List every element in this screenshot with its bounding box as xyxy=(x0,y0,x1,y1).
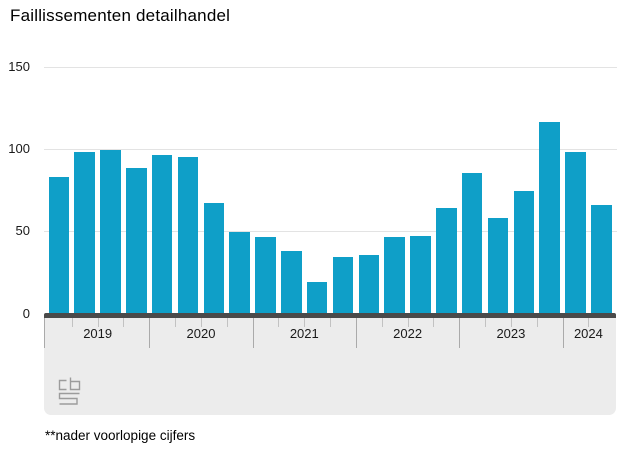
y-tick-label-0: 0 xyxy=(22,305,30,321)
quarter-tick xyxy=(407,318,409,327)
chart-footnote: **nader voorlopige cijfers xyxy=(45,428,196,443)
quarter-tick xyxy=(71,318,73,327)
year-boundary-tick xyxy=(562,318,564,348)
year-boundary-tick xyxy=(355,318,357,348)
gridline-150 xyxy=(43,66,617,68)
quarter-tick xyxy=(97,318,99,327)
bar-2020-q3[interactable] xyxy=(203,202,225,313)
quarter-tick xyxy=(588,318,590,327)
year-label-2022: 2022 xyxy=(393,326,423,341)
year-label-2024: 2024 xyxy=(573,326,603,341)
year-label-2023: 2023 xyxy=(496,326,526,341)
bar-2020-q2[interactable] xyxy=(177,156,199,313)
x-axis-band xyxy=(43,313,616,415)
chart-title: Faillissementen detailhandel xyxy=(10,6,231,25)
bar-2020-q4[interactable] xyxy=(229,232,250,313)
cbs-logo-icon xyxy=(56,377,82,412)
bar-2019-q1[interactable] xyxy=(48,176,70,313)
bar-2023-q3[interactable] xyxy=(513,191,535,313)
quarter-tick xyxy=(330,318,332,327)
bar-2021-q3[interactable] xyxy=(306,281,328,313)
bar-2023-q2[interactable] xyxy=(487,217,509,313)
quarter-tick xyxy=(278,318,280,327)
quarter-tick xyxy=(381,318,383,327)
quarter-tick xyxy=(485,318,487,327)
bar-2019-q3[interactable] xyxy=(100,150,121,313)
bar-2019-q2[interactable] xyxy=(74,151,95,313)
quarter-tick xyxy=(433,318,435,327)
bar-2024-q1[interactable] xyxy=(565,151,586,313)
bar-2023-q4[interactable] xyxy=(539,122,560,313)
bar-2024-q2[interactable] xyxy=(591,204,612,313)
year-boundary-tick xyxy=(44,318,45,348)
gridline-100 xyxy=(43,148,617,150)
year-label-2021: 2021 xyxy=(289,326,319,341)
quarter-tick xyxy=(123,318,125,327)
y-tick-label-100: 100 xyxy=(8,141,30,157)
bar-2022-q3[interactable] xyxy=(410,235,431,313)
year-label-2020: 2020 xyxy=(186,326,216,341)
bar-2021-q1[interactable] xyxy=(255,237,276,313)
zero-axis-line xyxy=(43,313,616,318)
bar-2022-q2[interactable] xyxy=(384,237,405,313)
bar-2021-q4[interactable] xyxy=(332,257,354,313)
bar-2019-q4[interactable] xyxy=(126,168,147,313)
quarter-tick xyxy=(536,318,538,327)
year-boundary-tick xyxy=(459,318,461,348)
bar-2022-q4[interactable] xyxy=(436,207,457,313)
year-boundary-tick xyxy=(252,318,254,348)
bar-2022-q1[interactable] xyxy=(358,255,380,313)
quarter-tick xyxy=(510,318,512,327)
quarter-tick xyxy=(200,318,202,327)
quarter-tick xyxy=(226,318,228,327)
bar-2020-q1[interactable] xyxy=(151,155,173,313)
y-tick-label-150: 150 xyxy=(8,59,30,74)
quarter-tick xyxy=(175,318,177,327)
quarter-tick xyxy=(304,318,306,327)
bar-2021-q2[interactable] xyxy=(281,250,302,313)
bar-2023-q1[interactable] xyxy=(461,173,483,313)
y-tick-label-50: 50 xyxy=(15,223,30,239)
year-boundary-tick xyxy=(149,318,151,348)
gridline-50 xyxy=(43,230,617,232)
year-label-2019: 2019 xyxy=(83,326,113,341)
